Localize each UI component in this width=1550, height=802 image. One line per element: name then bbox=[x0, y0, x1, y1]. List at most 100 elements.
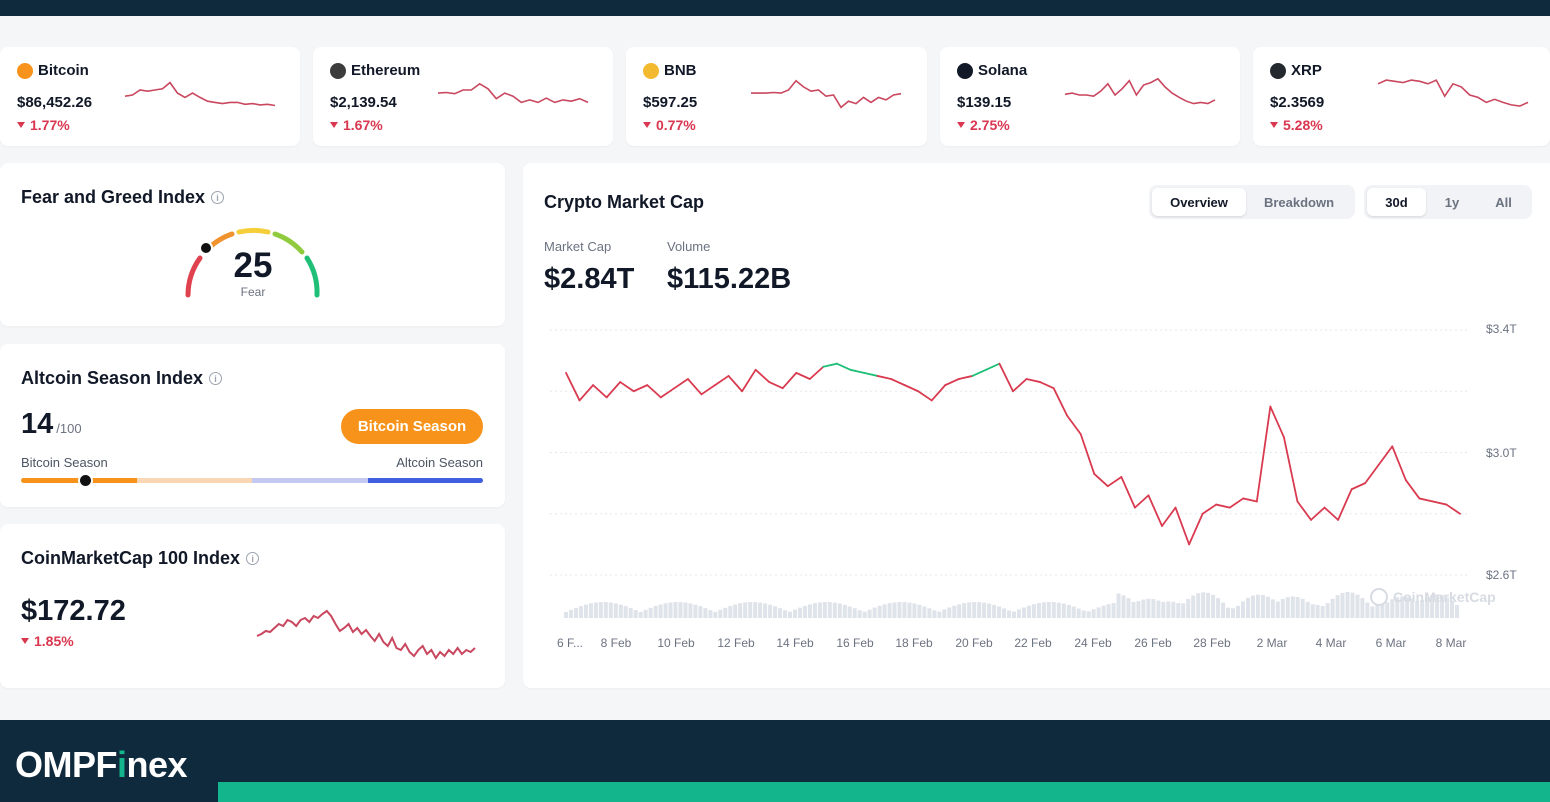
bitcoin-season-badge: Bitcoin Season bbox=[341, 409, 483, 444]
volume-bar bbox=[688, 603, 693, 618]
altcoin-season-label: Altcoin Season bbox=[396, 455, 483, 470]
volume-bar bbox=[1002, 608, 1006, 618]
volume-bar bbox=[912, 603, 917, 618]
volume-bar bbox=[708, 610, 713, 618]
price-line-segment bbox=[985, 362, 1001, 371]
price-line-segment bbox=[1255, 405, 1272, 503]
y-tick-label: $2.6T bbox=[1486, 568, 1517, 582]
info-icon[interactable]: i bbox=[209, 372, 223, 385]
market-cap-chart[interactable] bbox=[0, 0, 1550, 720]
ticker-change-value: 5.28% bbox=[1283, 117, 1323, 133]
volume-bar bbox=[1305, 601, 1310, 618]
volume-bar bbox=[812, 603, 817, 618]
x-tick-label: 24 Feb bbox=[1074, 636, 1112, 650]
volume-bar bbox=[1186, 599, 1191, 618]
volume-bar bbox=[608, 602, 613, 618]
volume-bar bbox=[1051, 602, 1056, 618]
ticker-sparkline bbox=[751, 79, 902, 109]
altcoin-season-card[interactable]: Altcoin Season Index i 14/100 Bitcoin Se… bbox=[0, 344, 505, 507]
volume-bar bbox=[1116, 593, 1121, 618]
x-tick-label: 16 Feb bbox=[836, 636, 874, 650]
volume-bar bbox=[1350, 592, 1355, 618]
price-line-segment bbox=[890, 378, 906, 387]
price-line-segment bbox=[1432, 500, 1448, 506]
volume-bar bbox=[1295, 597, 1300, 618]
x-tick-label: 12 Feb bbox=[717, 636, 755, 650]
price-line-segment bbox=[727, 375, 743, 393]
tab-overview[interactable]: Overview bbox=[1152, 188, 1246, 216]
fear-greed-title-text: Fear and Greed Index bbox=[21, 187, 206, 207]
x-tick-label: 18 Feb bbox=[895, 636, 933, 650]
volume-bar bbox=[1450, 600, 1454, 618]
ticker-price: $2.3569 bbox=[1270, 94, 1325, 111]
volume-bar bbox=[1445, 597, 1450, 618]
ticker-card-bitcoin[interactable]: Bitcoin $86,452.26 1.77% bbox=[0, 47, 300, 146]
chart-watermark: CoinMarketCap bbox=[1370, 588, 1496, 606]
fear-greed-card[interactable]: Fear and Greed Index i 25 Fear bbox=[0, 163, 505, 326]
volume-bar bbox=[1310, 604, 1315, 618]
volume-bar bbox=[763, 603, 768, 618]
altcoin-out-of: /100 bbox=[56, 421, 82, 436]
volume-bar bbox=[718, 609, 723, 618]
volume-label: Volume bbox=[667, 239, 711, 254]
volume-bar bbox=[1236, 605, 1240, 618]
volume-bar bbox=[1086, 611, 1091, 618]
volume-bar bbox=[703, 608, 708, 618]
ticker-name: Ethereum bbox=[330, 62, 420, 79]
price-line-segment bbox=[1106, 476, 1123, 488]
volume-bar bbox=[798, 607, 802, 618]
volume-bar bbox=[1425, 597, 1430, 618]
volume-bar bbox=[758, 602, 763, 618]
price-line-segment bbox=[1066, 414, 1082, 436]
cmc100-price: $172.72 bbox=[21, 595, 126, 627]
volume-bar bbox=[917, 604, 922, 618]
price-line-segment bbox=[619, 381, 635, 393]
volume-bar bbox=[1355, 594, 1360, 618]
volume-bar bbox=[693, 604, 698, 618]
top-bar bbox=[0, 0, 1550, 16]
volume-bar bbox=[947, 607, 952, 618]
price-line-segment bbox=[1391, 445, 1407, 481]
range-all[interactable]: All bbox=[1495, 194, 1512, 210]
down-arrow-icon bbox=[21, 638, 29, 645]
price-line-segment bbox=[1161, 506, 1177, 527]
cmc100-card[interactable]: CoinMarketCap 100 Index i $172.72 1.85% bbox=[0, 524, 505, 688]
sparkline-path bbox=[1377, 79, 1529, 107]
tab-breakdown[interactable]: Breakdown bbox=[1263, 194, 1335, 210]
price-line-segment bbox=[1283, 436, 1299, 503]
price-line-segment bbox=[605, 381, 622, 399]
cmc100-title: CoinMarketCap 100 Index i bbox=[21, 548, 260, 569]
volume-bar bbox=[1435, 594, 1440, 618]
price-line-segment bbox=[998, 362, 1014, 393]
volume-bar bbox=[1206, 592, 1211, 618]
volume-bar bbox=[817, 602, 822, 618]
sparkline-path bbox=[437, 82, 589, 104]
price-line-segment bbox=[917, 390, 933, 402]
info-icon[interactable]: i bbox=[211, 191, 225, 204]
volume-bar bbox=[1241, 601, 1245, 618]
volume-bar bbox=[1420, 599, 1425, 618]
volume-bar bbox=[1231, 608, 1235, 618]
info-icon[interactable]: i bbox=[246, 552, 260, 565]
ticker-card-bnb[interactable]: BNB $597.25 0.77% bbox=[626, 47, 927, 146]
volume-bar bbox=[1380, 604, 1385, 618]
volume-bar bbox=[1275, 601, 1280, 618]
range-30d[interactable]: 30d bbox=[1367, 188, 1426, 216]
ticker-price: $597.25 bbox=[643, 94, 698, 111]
ticker-card-xrp[interactable]: XRP $2.3569 5.28% bbox=[1253, 47, 1550, 146]
price-line-segment bbox=[930, 384, 947, 402]
ticker-change-value: 1.67% bbox=[343, 117, 383, 133]
ticker-card-solana[interactable]: Solana $139.15 2.75% bbox=[940, 47, 1240, 146]
ticker-price: $86,452.26 bbox=[17, 94, 93, 111]
y-tick-label: $3.4T bbox=[1486, 322, 1517, 336]
fear-greed-gauge bbox=[185, 227, 320, 298]
ticker-card-ethereum[interactable]: Ethereum $2,139.54 1.67% bbox=[313, 47, 613, 146]
volume-bar bbox=[1121, 595, 1126, 618]
volume-bar bbox=[628, 608, 633, 618]
x-tick-label: 6 F... bbox=[556, 636, 584, 650]
range-1y[interactable]: 1y bbox=[1444, 194, 1460, 210]
ticker-name-text: Ethereum bbox=[351, 62, 421, 79]
volume-bar bbox=[1415, 601, 1420, 618]
volume-bar bbox=[1101, 605, 1106, 618]
volume-bar bbox=[987, 603, 992, 618]
